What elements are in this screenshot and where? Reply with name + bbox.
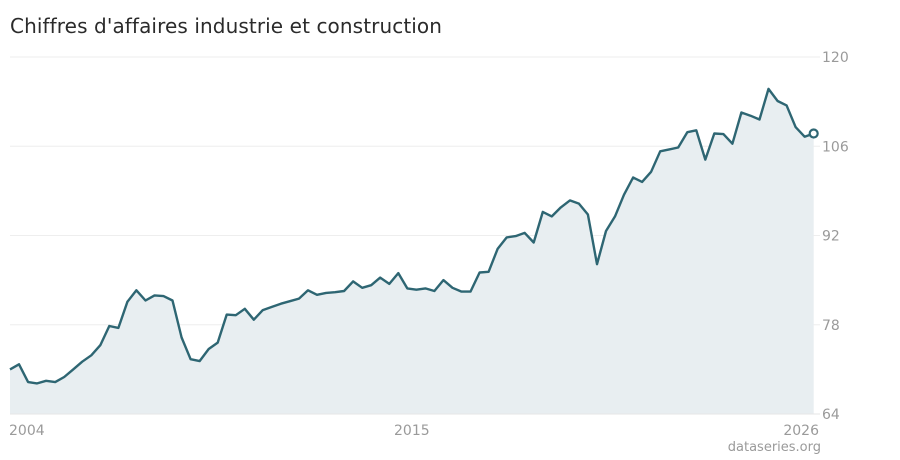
y-tick-label: 106 — [822, 139, 849, 155]
x-tick-label: 2026 — [783, 423, 819, 439]
x-tick-label: 2004 — [9, 423, 45, 439]
y-tick-label: 120 — [822, 50, 849, 66]
source-label: dataseries.org — [728, 440, 821, 455]
y-tick-label: 64 — [822, 407, 840, 423]
y-tick-label: 78 — [822, 318, 840, 334]
x-tick-label: 2015 — [394, 423, 430, 439]
series-area — [10, 89, 814, 414]
y-tick-label: 92 — [822, 229, 840, 245]
series-end-point — [810, 130, 818, 138]
